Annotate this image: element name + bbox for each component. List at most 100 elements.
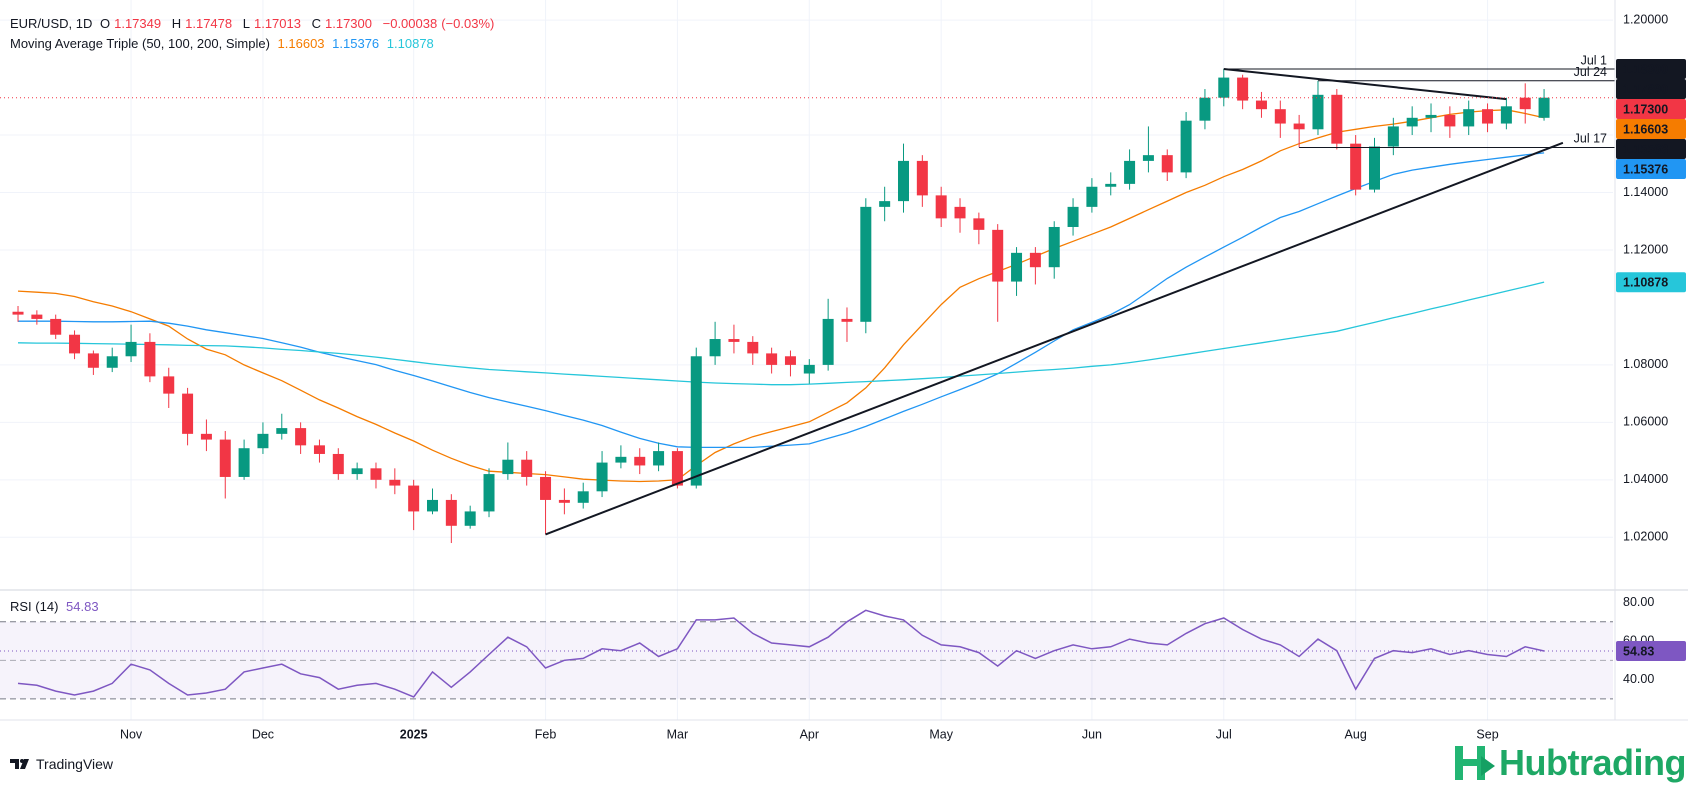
y-tick-label: 1.20000: [1623, 12, 1668, 26]
candle-body: [1369, 146, 1380, 190]
platform-icon: [10, 759, 29, 769]
candle-body: [1199, 97, 1211, 121]
candle-body: [69, 334, 81, 354]
candle-body: [427, 499, 438, 512]
ma-value: 1.10878: [386, 36, 434, 51]
level-name: Jul 24: [1574, 65, 1607, 79]
candle-body: [1161, 155, 1173, 173]
level-name: Jul 1: [1581, 53, 1607, 67]
candle-body: [295, 428, 307, 446]
candle-body: [483, 474, 495, 512]
candle-body: [332, 453, 344, 475]
price-badge: [1616, 158, 1686, 179]
candle-body: [1274, 109, 1286, 124]
moving-average-line: [17, 109, 1545, 483]
rsi-line: [17, 609, 1545, 698]
candle-body: [1218, 77, 1230, 98]
candle-body: [370, 468, 382, 480]
candle-body: [313, 445, 325, 454]
candle-body: [898, 160, 909, 202]
candle-body: [879, 201, 891, 207]
candle-body: [238, 448, 250, 477]
price-badge-label: 1.10878: [1623, 275, 1668, 289]
candle-body: [860, 206, 872, 322]
candle-body: [1011, 252, 1023, 282]
x-tick-label: Jul: [1216, 727, 1232, 741]
price-badge-label: 1.15376: [1623, 162, 1668, 176]
quote-name: H: [171, 16, 182, 31]
rsi-pane: [0, 609, 1613, 700]
price-badge-label: 1.17890: [1623, 82, 1668, 96]
candle-body: [1538, 97, 1550, 118]
price-badge: [1616, 118, 1686, 139]
platform-name: TradingView: [36, 756, 114, 772]
x-tick-label: May: [929, 727, 953, 741]
candle-body: [634, 456, 646, 466]
candle-body: [12, 311, 24, 315]
x-tick-label: 2025: [400, 727, 428, 741]
candle-body: [916, 160, 928, 196]
quote-value: 1.17013: [253, 16, 301, 31]
candle-body: [1124, 160, 1136, 184]
level-name: Jul 17: [1574, 132, 1607, 146]
candle-body: [182, 393, 194, 434]
price-badge: [1616, 58, 1686, 79]
axes: 1.02000 1.04000 1.06000 1.08000 1.12000 1.140…: [0, 0, 1688, 741]
candle-body: [144, 341, 156, 377]
y-tick-label: 1.04000: [1623, 472, 1668, 486]
rsi-tick-label: 40.00: [1623, 672, 1654, 686]
moving-average-line: [17, 281, 1545, 386]
symbol: EUR/USD, 1D: [10, 16, 93, 31]
candle-body: [1293, 123, 1305, 130]
candle-body: [257, 433, 269, 449]
candle-body: [1312, 94, 1324, 130]
candle-body: [502, 459, 514, 475]
watermark: Hubtrading: [1451, 742, 1686, 784]
candle-body: [1387, 126, 1399, 147]
candle-body: [992, 229, 1004, 282]
quote-name: O: [99, 16, 111, 31]
change-percent: (−0.03%): [441, 16, 495, 31]
candle-body: [1519, 97, 1531, 110]
x-tick-label: Feb: [535, 727, 557, 741]
price-badge: [1616, 98, 1686, 119]
quote-name: C: [311, 16, 321, 31]
change: −0.00038: [382, 16, 438, 31]
x-tick-label: Dec: [252, 727, 274, 741]
price-badge: [1616, 272, 1686, 293]
x-tick-label: Jun: [1082, 727, 1102, 741]
moving-average-line: [18, 152, 1545, 449]
y-tick-label: 1.06000: [1623, 415, 1668, 429]
candle-body: [389, 479, 401, 486]
candle-body: [408, 485, 420, 512]
price-badge-label: 1.18300: [1623, 62, 1668, 76]
candle-body: [1067, 206, 1079, 227]
price-badge: [1616, 138, 1686, 159]
candle-body: [1105, 183, 1117, 187]
candle-body: [219, 439, 231, 477]
quote-value: 1.17300: [325, 16, 372, 31]
candle-body: [841, 318, 853, 322]
indicator-legend: Moving Average Triple (50, 100, 200, Sim…: [10, 36, 438, 51]
price-badge: [1616, 78, 1686, 99]
candle-body: [276, 428, 288, 434]
candle-body: [935, 195, 947, 219]
candle-body: [1180, 120, 1192, 173]
rsi-legend: RSI (14) 54.83: [10, 599, 103, 614]
candle-body: [1350, 143, 1362, 190]
candle-body: [653, 451, 665, 466]
candle-body: [596, 462, 608, 492]
watermark-icon: [1455, 746, 1496, 780]
candle-body: [1444, 114, 1456, 127]
candle-body: [577, 491, 589, 503]
quote-value: 1.17478: [185, 16, 233, 31]
candle-body: [954, 206, 966, 219]
candle-body: [1482, 109, 1494, 124]
price-badge-label: 1.17300: [1623, 102, 1668, 116]
quote-name: L: [242, 16, 250, 31]
rsi-title: RSI (14): [10, 599, 59, 614]
